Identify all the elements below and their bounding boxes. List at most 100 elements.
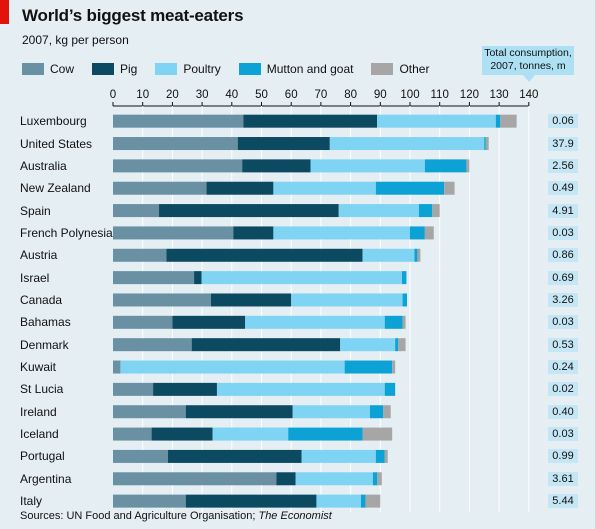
bar-segment-poultry xyxy=(338,204,419,218)
bar-segment-poultry xyxy=(212,427,289,441)
bar-segment-poultry xyxy=(301,449,376,463)
bar-segment-other xyxy=(500,114,517,128)
bar-segment-pig xyxy=(191,338,341,352)
bar-segment-poultry xyxy=(316,494,361,508)
category-label: French Polynesia xyxy=(20,225,113,240)
total-consumption-value: 0.03 xyxy=(548,225,578,240)
bar-segment-cow xyxy=(113,114,244,128)
legend-item-cow: Cow xyxy=(22,62,74,76)
bar-segment-other xyxy=(485,137,489,151)
bar-segment-cow xyxy=(113,137,238,151)
bar-segment-mutton-and-goat xyxy=(418,204,433,218)
legend: Cow Pig Poultry Mutton and goat Other xyxy=(22,62,447,76)
legend-label-pig: Pig xyxy=(120,62,138,76)
x-tick-label: 130 xyxy=(490,89,509,101)
category-label: Bahamas xyxy=(20,315,71,330)
x-tick-label: 40 xyxy=(225,89,238,101)
legend-swatch-mutton xyxy=(238,63,261,75)
bar-segment-pig xyxy=(242,159,311,173)
legend-item-poultry: Poultry xyxy=(155,62,221,76)
category-label: United States xyxy=(20,136,93,151)
category-label: Denmark xyxy=(20,337,69,352)
bar-segment-cow xyxy=(113,360,121,374)
bar-segment-mutton-and-goat xyxy=(401,271,407,285)
bar-segment-cow xyxy=(113,315,173,329)
x-tick-label: 70 xyxy=(315,89,328,101)
category-label: Spain xyxy=(20,203,51,218)
bar-segment-mutton-and-goat xyxy=(384,382,396,396)
bar-segment-cow xyxy=(113,449,168,463)
bar-segment-cow xyxy=(113,427,152,441)
total-consumption-value: 0.06 xyxy=(548,114,578,129)
bar-segment-cow xyxy=(113,181,207,195)
brand-red-tab xyxy=(0,0,9,24)
bar-segment-mutton-and-goat xyxy=(372,472,378,486)
legend-label-cow: Cow xyxy=(50,62,75,76)
bar-segment-pig xyxy=(206,181,274,195)
category-label: Kuwait xyxy=(20,360,57,375)
category-label: Canada xyxy=(20,292,63,307)
total-consumption-value: 3.26 xyxy=(548,292,578,307)
legend-item-pig: Pig xyxy=(92,62,137,76)
bar-segment-other xyxy=(444,181,455,195)
total-consumption-value: 0.02 xyxy=(548,382,578,397)
category-label: Portugal xyxy=(20,449,65,464)
category-label: St Lucia xyxy=(20,382,64,397)
bar-segment-cow xyxy=(113,248,167,262)
chart-subtitle: 2007, kg per person xyxy=(22,33,129,47)
bar-segment-pig xyxy=(166,248,363,262)
legend-item-other: Other xyxy=(371,62,429,76)
x-tick-label: 50 xyxy=(255,89,268,101)
bar-segment-cow xyxy=(113,405,186,419)
bar-segment-other xyxy=(402,315,406,329)
total-consumption-value: 4.91 xyxy=(548,203,578,218)
total-consumption-label-line2: 2007, tonnes, m xyxy=(490,60,566,72)
total-consumption-value: 0.24 xyxy=(548,360,578,375)
bar-segment-cow xyxy=(113,204,160,218)
bar-segment-poultry xyxy=(295,472,373,486)
bar-segment-poultry xyxy=(329,137,485,151)
category-label: Austria xyxy=(20,248,58,263)
bar-segment-poultry xyxy=(245,315,385,329)
x-tick-label: 0 xyxy=(110,89,116,101)
bar-segment-mutton-and-goat xyxy=(384,315,403,329)
bar-segment-pig xyxy=(167,449,302,463)
x-tick-label: 120 xyxy=(460,89,479,101)
category-label: Australia xyxy=(20,158,67,173)
bar-segment-other xyxy=(392,360,396,374)
legend-swatch-other xyxy=(371,63,394,75)
bar-segment-poultry xyxy=(273,181,376,195)
bar-segment-poultry xyxy=(201,271,402,285)
total-consumption-value: 3.61 xyxy=(548,471,578,486)
bar-segment-pig xyxy=(194,271,202,285)
x-tick-label: 100 xyxy=(400,89,419,101)
category-label: Ireland xyxy=(20,404,57,419)
bar-segment-other xyxy=(432,204,440,218)
bar-segment-pig xyxy=(233,226,274,240)
total-consumption-value: 0.03 xyxy=(548,315,578,330)
bar-segment-mutton-and-goat xyxy=(402,293,408,307)
total-consumption-value: 0.53 xyxy=(548,337,578,352)
bar-segment-mutton-and-goat xyxy=(414,248,418,262)
bar-segment-mutton-and-goat xyxy=(360,494,366,508)
x-tick-label: 90 xyxy=(374,89,387,101)
category-label: Luxembourg xyxy=(20,114,87,129)
legend-label-mutton: Mutton and goat xyxy=(266,62,354,76)
total-consumption-value: 0.86 xyxy=(548,248,578,263)
bar-segment-mutton-and-goat xyxy=(375,181,445,195)
bar-segment-other xyxy=(466,159,470,173)
total-consumption-value: 2.56 xyxy=(548,158,578,173)
bar-segment-other xyxy=(398,338,406,352)
total-consumption-value: 37.9 xyxy=(548,136,578,151)
bar-segment-poultry xyxy=(273,226,410,240)
x-tick-label: 20 xyxy=(166,89,179,101)
source-prefix: Sources: UN Food and Agriculture Organis… xyxy=(20,510,259,522)
total-consumption-value: 5.44 xyxy=(548,494,578,509)
total-consumption-value: 0.49 xyxy=(548,181,578,196)
legend-swatch-cow xyxy=(22,63,44,75)
bar-segment-other xyxy=(377,472,382,486)
bar-segment-other xyxy=(384,449,388,463)
source-publication: The Economist xyxy=(258,510,332,522)
total-consumption-value: 0.69 xyxy=(548,270,578,285)
